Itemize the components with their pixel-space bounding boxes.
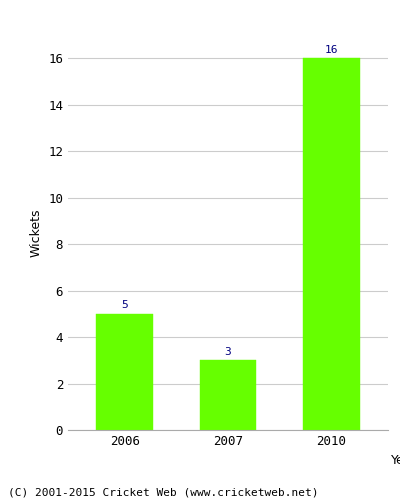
Text: 5: 5 — [121, 300, 128, 310]
Text: 3: 3 — [225, 347, 231, 357]
Y-axis label: Wickets: Wickets — [30, 208, 42, 257]
Bar — [200, 360, 256, 430]
X-axis label: Year: Year — [391, 454, 400, 466]
Bar — [303, 58, 360, 430]
Bar — [96, 314, 153, 430]
Text: (C) 2001-2015 Cricket Web (www.cricketweb.net): (C) 2001-2015 Cricket Web (www.cricketwe… — [8, 488, 318, 498]
Text: 16: 16 — [324, 45, 338, 55]
